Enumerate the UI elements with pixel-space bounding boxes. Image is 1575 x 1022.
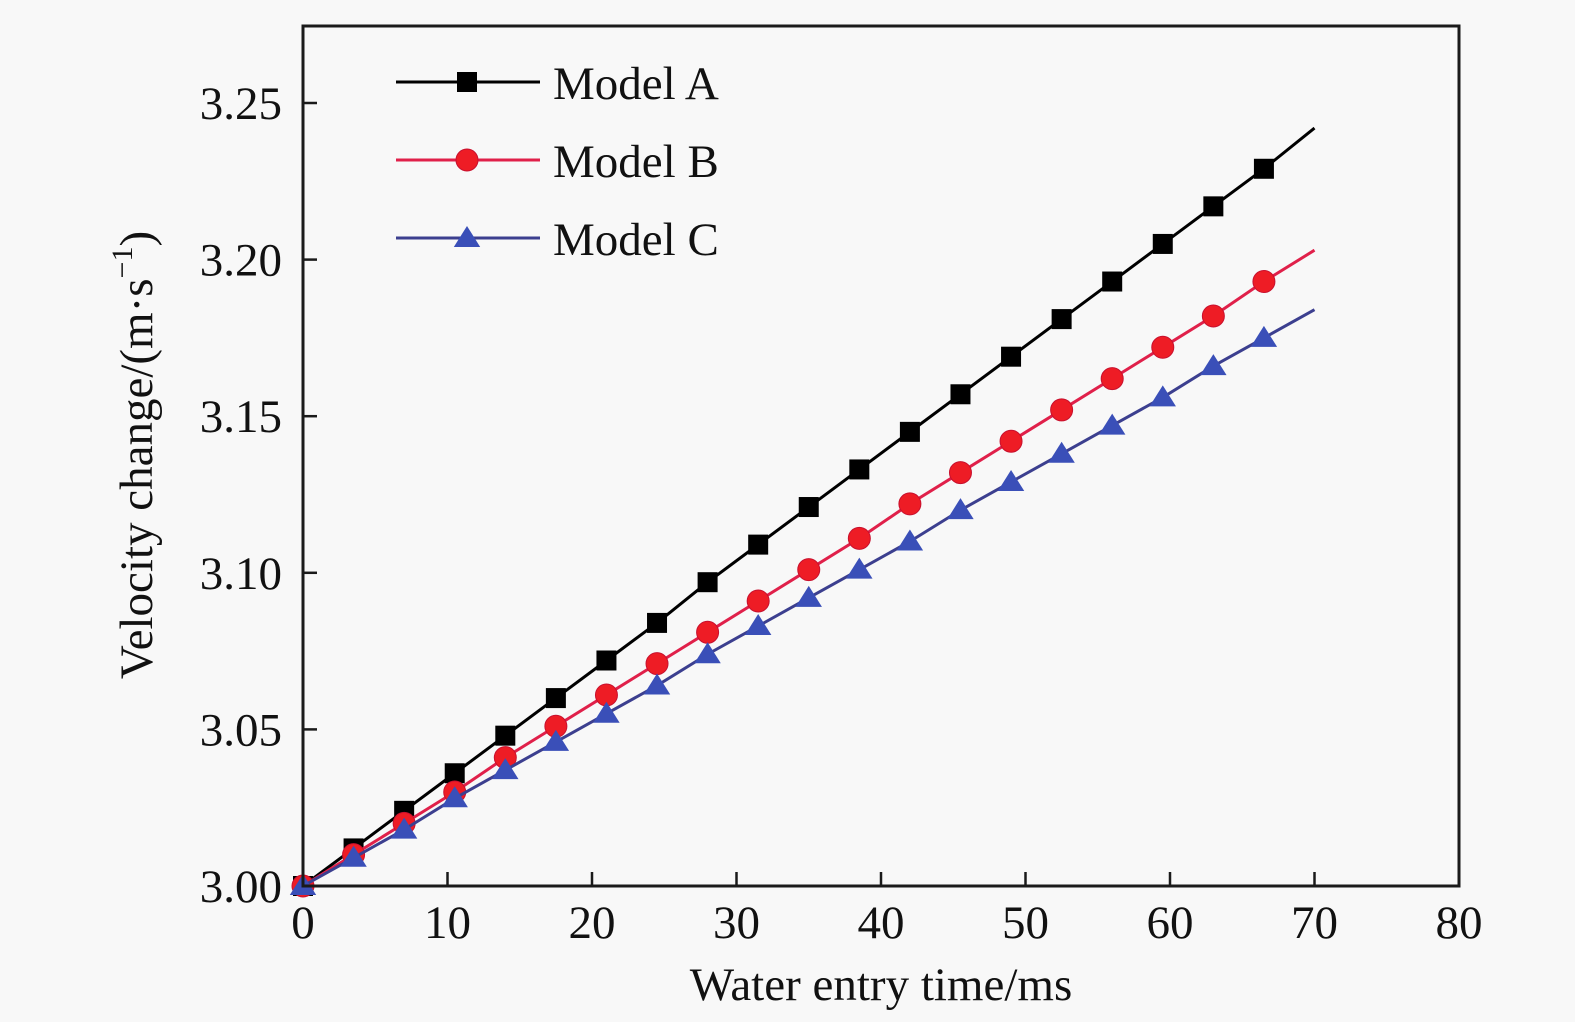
data-point bbox=[947, 498, 974, 520]
data-point bbox=[898, 492, 922, 516]
y-tick-label: 3.25 bbox=[200, 78, 282, 130]
y-axis-title-main: Velocity change/(m·s bbox=[111, 278, 163, 679]
y-axis-title: Velocity change/(m·s−1) bbox=[106, 231, 163, 679]
data-point bbox=[694, 642, 721, 664]
data-point bbox=[847, 526, 871, 550]
data-point bbox=[1149, 385, 1176, 407]
legend-label: Model B bbox=[553, 136, 719, 188]
legend-label: Model C bbox=[553, 214, 719, 266]
data-point bbox=[696, 620, 720, 644]
legend-marker-triangle-icon bbox=[453, 226, 481, 247]
series-model-c bbox=[289, 308, 1316, 895]
x-tick-label: 50 bbox=[1002, 897, 1049, 949]
data-point bbox=[542, 729, 570, 751]
legend-item: Model C bbox=[396, 214, 719, 266]
data-point bbox=[746, 589, 770, 613]
data-point bbox=[441, 786, 468, 808]
data-point bbox=[596, 650, 617, 671]
x-tick-label: 70 bbox=[1291, 897, 1338, 949]
data-point bbox=[1001, 346, 1022, 367]
y-axis-title-superscript: −1 bbox=[106, 247, 139, 279]
data-point bbox=[748, 534, 769, 555]
series-model-b bbox=[291, 248, 1316, 898]
x-tick-label: 10 bbox=[424, 897, 471, 949]
data-point bbox=[950, 384, 971, 405]
data-point bbox=[390, 817, 418, 839]
data-point bbox=[1200, 354, 1227, 376]
data-point bbox=[744, 614, 772, 636]
y-tick-label: 3.00 bbox=[200, 861, 282, 913]
y-axis-title-group: Velocity change/(m·s−1) bbox=[106, 231, 163, 679]
data-point bbox=[593, 701, 620, 723]
legend-label: Model A bbox=[553, 58, 719, 110]
data-point bbox=[492, 758, 519, 780]
data-point bbox=[444, 763, 465, 784]
data-point bbox=[495, 725, 516, 746]
data-point bbox=[1048, 441, 1075, 463]
data-point bbox=[643, 673, 671, 695]
legend: Model A Model B Model C bbox=[396, 58, 719, 266]
data-point bbox=[899, 421, 920, 442]
legend-item: Model A bbox=[396, 58, 719, 110]
data-point bbox=[1250, 325, 1278, 347]
data-point bbox=[798, 497, 819, 518]
data-point bbox=[997, 469, 1025, 491]
data-point bbox=[1151, 335, 1175, 359]
data-point bbox=[896, 529, 924, 551]
x-axis: 0 10 20 30 40 50 60 70 80 bbox=[291, 872, 1483, 949]
legend-marker-circle-icon bbox=[455, 148, 479, 172]
y-tick-label: 3.15 bbox=[200, 391, 282, 443]
data-point bbox=[795, 585, 822, 607]
x-axis-title: Water entry time/ms bbox=[690, 959, 1073, 1011]
series-layer bbox=[289, 126, 1316, 898]
x-tick-label: 0 bbox=[291, 897, 315, 949]
legend-marker-square-icon bbox=[457, 72, 477, 92]
y-axis-title-suffix: ) bbox=[111, 231, 163, 247]
data-point bbox=[1203, 196, 1224, 217]
data-point bbox=[1152, 233, 1173, 254]
data-point bbox=[1050, 398, 1074, 422]
data-point bbox=[1099, 413, 1126, 435]
y-tick-label: 3.10 bbox=[200, 548, 282, 600]
y-tick-label: 3.05 bbox=[200, 704, 282, 756]
data-point bbox=[948, 461, 972, 485]
x-tick-label: 40 bbox=[858, 897, 905, 949]
data-point bbox=[849, 459, 870, 480]
x-tick-label: 20 bbox=[569, 897, 616, 949]
data-point bbox=[1102, 271, 1123, 292]
x-tick-label: 80 bbox=[1436, 897, 1483, 949]
data-point bbox=[999, 429, 1023, 453]
y-tick-label: 3.20 bbox=[200, 235, 282, 287]
data-point bbox=[1201, 304, 1225, 328]
data-point bbox=[340, 845, 367, 867]
data-point bbox=[1253, 158, 1274, 179]
data-point bbox=[1051, 309, 1072, 330]
data-point bbox=[545, 688, 566, 709]
data-point bbox=[846, 557, 873, 579]
data-point bbox=[645, 652, 669, 676]
x-tick-label: 30 bbox=[713, 897, 760, 949]
data-point bbox=[797, 558, 821, 582]
x-tick-label: 60 bbox=[1147, 897, 1194, 949]
legend-item: Model B bbox=[396, 136, 719, 188]
data-point bbox=[647, 612, 668, 633]
data-point bbox=[1252, 270, 1276, 294]
y-axis: 3.00 3.05 3.10 3.15 3.20 3.25 bbox=[200, 78, 317, 913]
data-point bbox=[1100, 367, 1124, 391]
data-point bbox=[697, 572, 718, 593]
